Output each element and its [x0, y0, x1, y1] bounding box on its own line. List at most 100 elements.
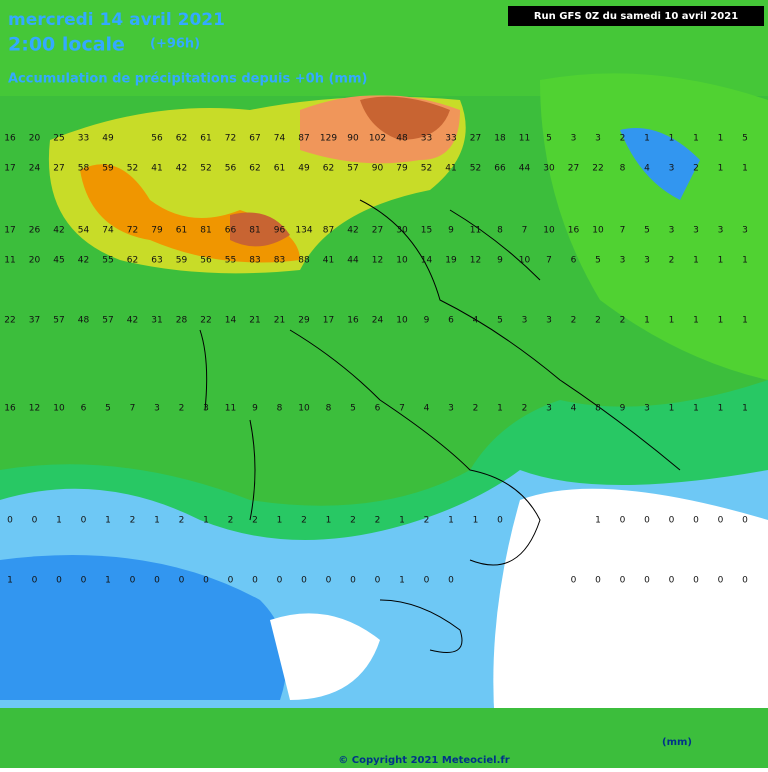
grid-value: 1	[644, 316, 650, 326]
grid-value: 9	[620, 404, 626, 414]
grid-value: 83	[274, 256, 285, 266]
field	[540, 73, 768, 380]
grid-value: 0	[718, 576, 724, 586]
grid-value: 1	[669, 316, 675, 326]
grid-value: 59	[176, 256, 188, 266]
grid-value: 0	[326, 576, 332, 586]
grid-value: 66	[225, 226, 237, 236]
grid-value: 29	[298, 316, 310, 326]
grid-value: 8	[277, 404, 283, 414]
grid-value: 16	[347, 316, 359, 326]
grid-value: 1	[473, 516, 479, 526]
grid-value: 16	[4, 404, 16, 414]
grid-value: 72	[127, 226, 138, 236]
grid-value: 0	[179, 576, 185, 586]
grid-value: 8	[620, 164, 626, 174]
grid-value: 25	[53, 134, 64, 144]
field	[493, 488, 768, 768]
grid-value: 3	[203, 404, 209, 414]
grid-value: 90	[372, 164, 384, 174]
grid-value: 0	[81, 576, 87, 586]
grid-value: 0	[130, 576, 136, 586]
grid-value: 9	[448, 226, 454, 236]
grid-value: 81	[200, 226, 211, 236]
grid-value: 27	[372, 226, 383, 236]
grid-value: 0	[644, 576, 650, 586]
grid-value: 11	[519, 134, 530, 144]
grid-value: 9	[497, 256, 503, 266]
forecast-date: mercredi 14 avril 2021	[8, 10, 225, 30]
grid-value: 2	[228, 516, 234, 526]
grid-value: 28	[176, 316, 188, 326]
grid-value: 0	[56, 576, 62, 586]
grid-value: 102	[369, 134, 386, 144]
grid-value: 3	[595, 134, 601, 144]
grid-value: 4	[424, 404, 430, 414]
grid-value: 26	[29, 226, 41, 236]
grid-value: 54	[78, 226, 90, 236]
grid-value: 0	[448, 576, 454, 586]
grid-value: 1	[644, 134, 650, 144]
grid-value: 74	[274, 134, 286, 144]
grid-value: 6	[375, 404, 381, 414]
grid-value: 22	[592, 164, 603, 174]
grid-value: 22	[4, 316, 15, 326]
grid-value: 42	[53, 226, 64, 236]
grid-value: 10	[519, 256, 531, 266]
grid-value: 42	[78, 256, 89, 266]
grid-value: 42	[127, 316, 138, 326]
grid-value: 57	[102, 316, 113, 326]
grid-value: 27	[53, 164, 64, 174]
grid-value: 1	[56, 516, 62, 526]
grid-value: 3	[154, 404, 160, 414]
grid-value: 2	[571, 316, 577, 326]
copyright: © Copyright 2021 Meteociel.fr	[338, 755, 509, 766]
grid-value: 0	[693, 516, 699, 526]
grid-value: 17	[323, 316, 334, 326]
grid-value: 11	[225, 404, 236, 414]
grid-value: 0	[301, 576, 307, 586]
grid-value: 33	[445, 134, 456, 144]
grid-value: 2	[179, 404, 185, 414]
grid-value: 1	[399, 576, 405, 586]
grid-value: 2	[595, 316, 601, 326]
grid-value: 17	[4, 164, 15, 174]
grid-value: 3	[546, 316, 552, 326]
grid-value: 0	[620, 516, 626, 526]
grid-value: 61	[274, 164, 285, 174]
grid-value: 0	[693, 576, 699, 586]
grid-value: 4	[473, 316, 479, 326]
grid-value: 1	[326, 516, 332, 526]
grid-value: 1	[399, 516, 405, 526]
grid-value: 1	[105, 576, 111, 586]
grid-value: 2	[473, 404, 479, 414]
legend-area	[0, 708, 768, 768]
grid-value: 61	[176, 226, 187, 236]
grid-value: 42	[176, 164, 187, 174]
grid-value: 2	[179, 516, 185, 526]
grid-value: 27	[470, 134, 481, 144]
grid-value: 16	[568, 226, 580, 236]
grid-value: 62	[323, 164, 334, 174]
grid-value: 10	[298, 404, 310, 414]
grid-value: 19	[445, 256, 457, 266]
grid-value: 49	[102, 134, 114, 144]
grid-value: 3	[546, 404, 552, 414]
grid-value: 59	[102, 164, 114, 174]
grid-value: 37	[29, 316, 40, 326]
grid-value: 0	[644, 516, 650, 526]
grid-value: 1	[742, 256, 748, 266]
grid-value: 24	[29, 164, 41, 174]
grid-value: 20	[29, 256, 41, 266]
grid-value: 52	[200, 164, 211, 174]
grid-value: 10	[543, 226, 555, 236]
grid-value: 1	[718, 316, 724, 326]
grid-value: 61	[200, 134, 211, 144]
grid-value: 0	[7, 516, 13, 526]
field	[360, 96, 450, 140]
grid-value: 1	[669, 404, 675, 414]
grid-value: 44	[347, 256, 359, 266]
grid-value: 21	[274, 316, 285, 326]
grid-value: 4	[571, 404, 577, 414]
grid-value: 21	[249, 316, 260, 326]
